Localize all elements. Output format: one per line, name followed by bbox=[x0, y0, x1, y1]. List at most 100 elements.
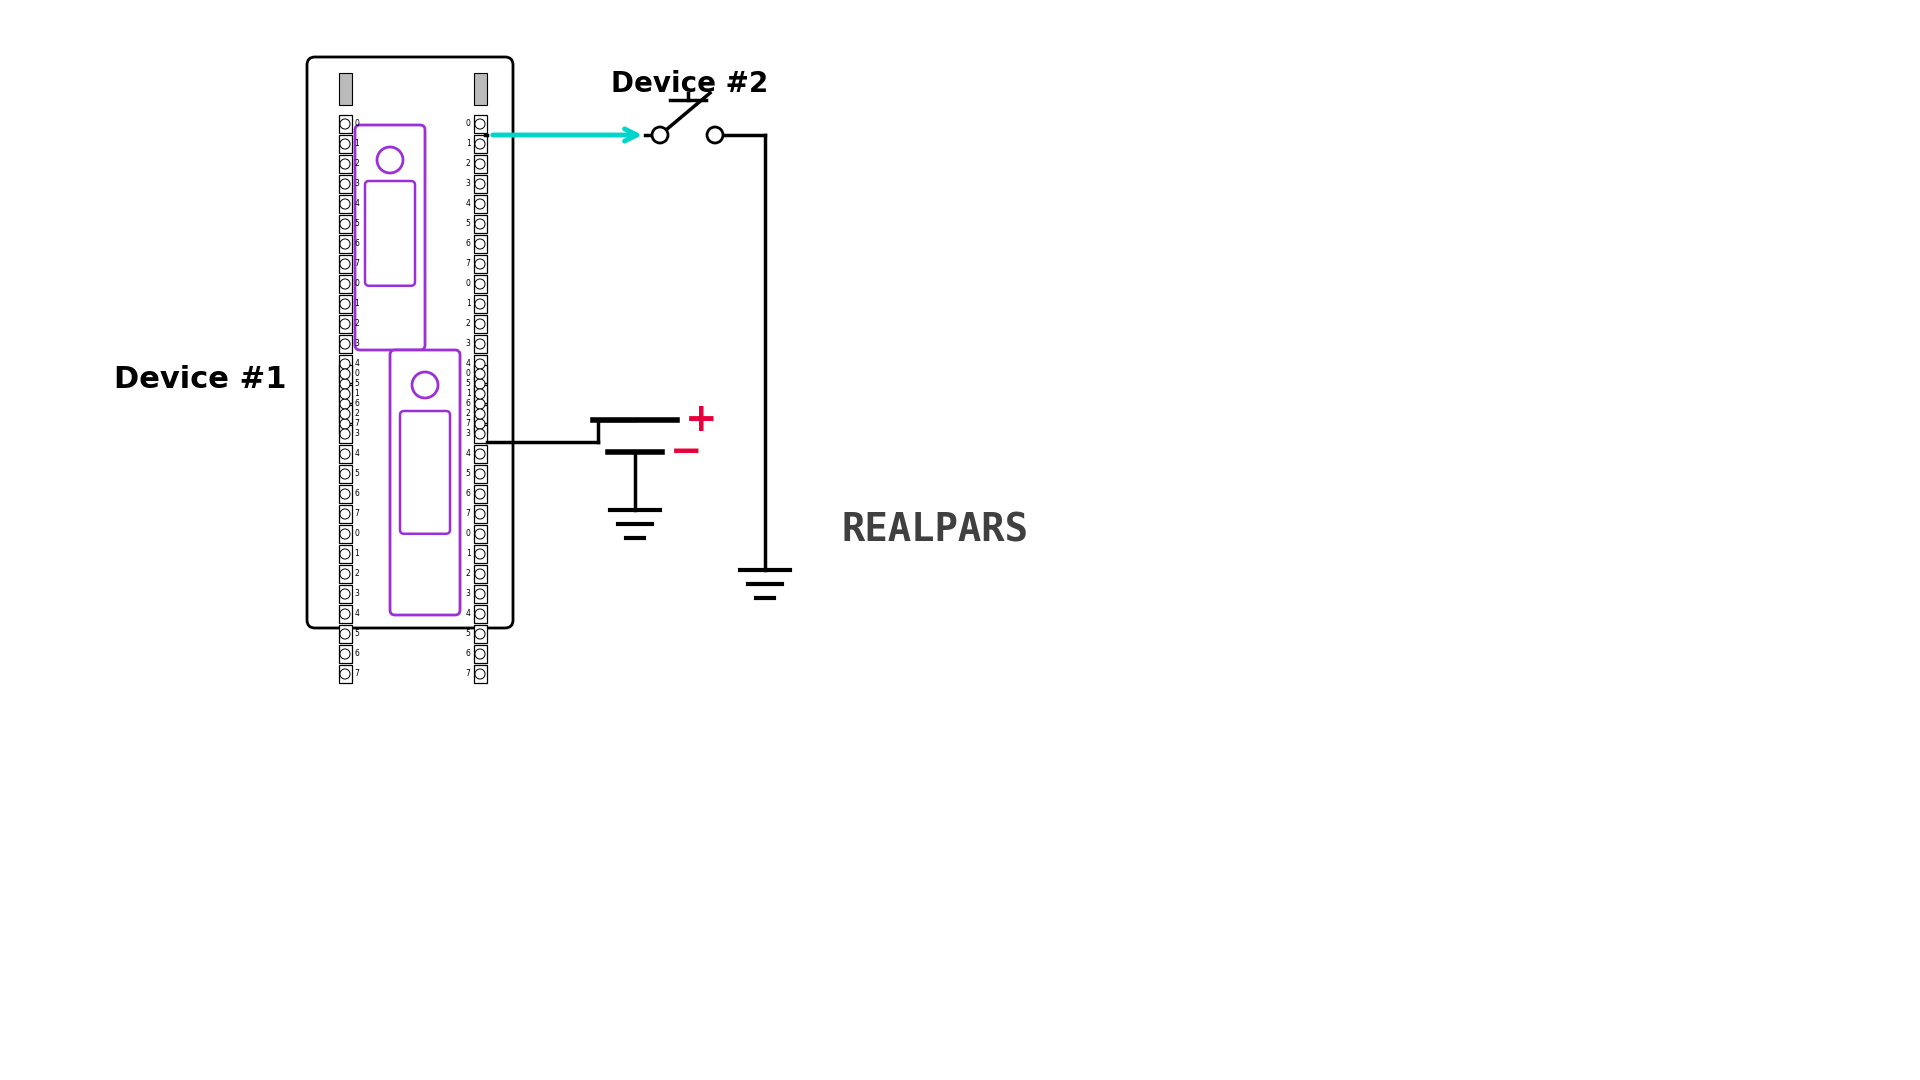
Bar bbox=[474, 375, 486, 393]
Text: 5: 5 bbox=[355, 219, 359, 229]
Text: 2: 2 bbox=[355, 409, 359, 418]
Text: 1: 1 bbox=[355, 550, 359, 558]
Circle shape bbox=[340, 609, 349, 619]
FancyBboxPatch shape bbox=[399, 411, 449, 534]
Text: 5: 5 bbox=[355, 379, 359, 389]
Bar bbox=[338, 156, 351, 173]
Circle shape bbox=[474, 359, 486, 369]
Text: 0: 0 bbox=[467, 120, 470, 129]
Circle shape bbox=[340, 429, 349, 440]
Circle shape bbox=[653, 127, 668, 143]
Bar bbox=[338, 215, 351, 233]
Circle shape bbox=[474, 609, 486, 619]
Text: 1: 1 bbox=[467, 390, 470, 399]
Circle shape bbox=[340, 369, 349, 379]
Text: 4: 4 bbox=[467, 449, 470, 459]
Bar bbox=[474, 645, 486, 663]
Text: 5: 5 bbox=[467, 379, 470, 389]
Text: 4: 4 bbox=[467, 360, 470, 368]
Circle shape bbox=[474, 379, 486, 389]
Text: 7: 7 bbox=[467, 259, 470, 269]
Circle shape bbox=[340, 179, 349, 189]
Bar bbox=[474, 565, 486, 583]
Circle shape bbox=[474, 299, 486, 309]
Bar bbox=[474, 114, 486, 133]
Text: 3: 3 bbox=[355, 179, 359, 189]
Bar bbox=[474, 175, 486, 193]
Bar bbox=[474, 525, 486, 543]
Text: 0: 0 bbox=[467, 529, 470, 539]
Text: 3: 3 bbox=[467, 590, 470, 598]
Bar bbox=[338, 625, 351, 643]
Text: 4: 4 bbox=[355, 609, 359, 619]
Bar bbox=[338, 585, 351, 603]
Circle shape bbox=[413, 372, 438, 399]
Bar bbox=[338, 426, 351, 443]
Circle shape bbox=[340, 379, 349, 389]
FancyBboxPatch shape bbox=[390, 350, 461, 615]
Circle shape bbox=[340, 629, 349, 639]
Bar bbox=[474, 195, 486, 213]
Text: 5: 5 bbox=[467, 470, 470, 478]
Text: 4: 4 bbox=[467, 609, 470, 619]
Text: 2: 2 bbox=[355, 160, 359, 168]
Bar bbox=[338, 275, 351, 293]
Bar bbox=[474, 485, 486, 503]
Bar bbox=[338, 445, 351, 463]
Bar bbox=[338, 415, 351, 433]
Text: 6: 6 bbox=[355, 489, 359, 499]
Bar bbox=[338, 565, 351, 583]
Bar bbox=[338, 525, 351, 543]
Circle shape bbox=[474, 219, 486, 229]
Circle shape bbox=[474, 179, 486, 189]
Circle shape bbox=[340, 449, 349, 459]
Circle shape bbox=[340, 489, 349, 499]
Circle shape bbox=[340, 389, 349, 399]
Bar bbox=[474, 355, 486, 373]
Text: 7: 7 bbox=[467, 670, 470, 678]
Bar bbox=[338, 335, 351, 353]
Text: 6: 6 bbox=[355, 400, 359, 408]
FancyBboxPatch shape bbox=[355, 125, 424, 350]
Bar bbox=[474, 235, 486, 253]
Bar bbox=[474, 275, 486, 293]
Text: 3: 3 bbox=[467, 339, 470, 349]
Bar bbox=[338, 114, 351, 133]
Circle shape bbox=[474, 649, 486, 659]
Bar bbox=[338, 315, 351, 333]
Bar bbox=[474, 445, 486, 463]
Circle shape bbox=[340, 199, 349, 210]
Circle shape bbox=[340, 119, 349, 129]
Bar bbox=[338, 295, 351, 313]
Text: 7: 7 bbox=[467, 510, 470, 518]
Circle shape bbox=[474, 259, 486, 269]
Circle shape bbox=[340, 239, 349, 249]
Bar bbox=[338, 605, 351, 623]
Text: 3: 3 bbox=[355, 339, 359, 349]
Text: 6: 6 bbox=[467, 400, 470, 408]
Text: 3: 3 bbox=[355, 430, 359, 438]
Circle shape bbox=[340, 159, 349, 170]
Bar bbox=[338, 73, 351, 106]
Circle shape bbox=[340, 529, 349, 539]
Text: Device #1: Device #1 bbox=[113, 365, 286, 394]
Circle shape bbox=[474, 389, 486, 399]
Text: 0: 0 bbox=[467, 369, 470, 378]
Circle shape bbox=[474, 569, 486, 579]
Text: 7: 7 bbox=[355, 419, 359, 429]
Text: 2: 2 bbox=[467, 569, 470, 579]
Text: 4: 4 bbox=[355, 449, 359, 459]
Text: 0: 0 bbox=[467, 280, 470, 288]
Text: REALPARS: REALPARS bbox=[841, 511, 1029, 549]
Circle shape bbox=[474, 399, 486, 409]
Text: 4: 4 bbox=[467, 200, 470, 208]
Bar bbox=[338, 195, 351, 213]
Bar bbox=[474, 465, 486, 483]
Circle shape bbox=[340, 319, 349, 329]
Circle shape bbox=[474, 369, 486, 379]
Bar bbox=[474, 384, 486, 403]
Bar bbox=[474, 255, 486, 273]
Text: −: − bbox=[670, 433, 703, 471]
Text: 7: 7 bbox=[467, 419, 470, 429]
Circle shape bbox=[340, 569, 349, 579]
